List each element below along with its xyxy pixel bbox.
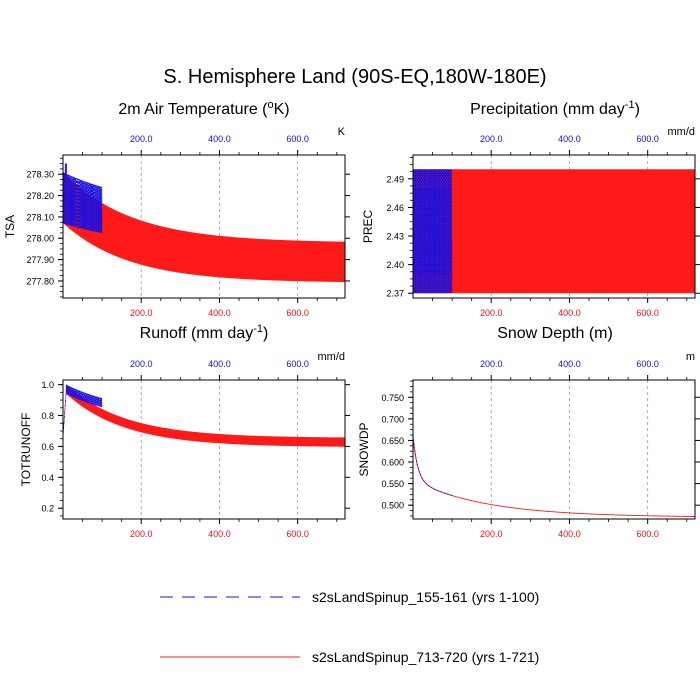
y-tick-label: 0.650 [381, 436, 404, 446]
x-tick-label-top: 200.0 [130, 359, 153, 369]
x-tick-label-top: 200.0 [480, 134, 503, 144]
panel-title-main: 2m Air Temperature ( [118, 101, 268, 118]
series-line-blue [413, 169, 453, 294]
plot-frame [412, 379, 696, 520]
panel-title-sup: o [267, 99, 273, 111]
x-tick-label-top: 400.0 [208, 134, 231, 144]
legend-label-blue: s2sLandSpinup_155-161 (yrs 1-100) [312, 589, 539, 605]
y-axis-label-prec: PREC [361, 209, 375, 243]
x-tick-label-top: 400.0 [558, 359, 581, 369]
units-label-snowdp: m [686, 351, 695, 363]
y-tick-label: 0.500 [381, 501, 404, 511]
panel-title-end: ) [263, 325, 268, 342]
panel-title-sup: -1 [253, 323, 263, 335]
y-tick-label: 2.43 [386, 232, 404, 242]
x-tick-label-top: 600.0 [636, 134, 659, 144]
series-line-red [63, 172, 345, 283]
panel-title-end: ) [635, 101, 640, 118]
y-tick-label: 0.550 [381, 479, 404, 489]
panel-title-main: Runoff (mm day [140, 325, 254, 342]
x-tick-label-bottom: 400.0 [208, 529, 231, 539]
x-tick-label-top: 600.0 [286, 134, 309, 144]
panel-title-tsa: 2m Air Temperature (oK) [118, 99, 289, 118]
x-tick-label-bottom: 200.0 [480, 308, 503, 318]
x-tick-label-top: 600.0 [286, 359, 309, 369]
series-group [63, 384, 345, 447]
x-tick-label-top: 400.0 [208, 359, 231, 369]
panel-tsa: 2m Air Temperature (oK) K TSA 277.80 277.90 2… [3, 99, 350, 318]
x-tick-label-bottom: 600.0 [286, 308, 309, 318]
series-line-blue [413, 436, 453, 497]
panel-runoff: Runoff (mm day-1) mm/d TOTRUNOFF 0.2 0.4 0.6 0… [19, 323, 350, 539]
plot-frame [62, 154, 346, 299]
panel-title-snowdp: Snow Depth (m) [497, 325, 613, 342]
series-line-blue [63, 384, 103, 435]
x-tick-label-bottom: 600.0 [636, 308, 659, 318]
legend: s2sLandSpinup_155-161 (yrs 1-100) s2sLan… [160, 589, 539, 665]
panel-prec: Precipitation (mm day-1) mm/d PREC 2.37 2.40… [361, 99, 700, 318]
series-group [63, 163, 345, 283]
panel-title-main: Snow Depth (m) [497, 325, 613, 342]
y-tick-label: 0.2 [41, 504, 54, 514]
series-line-blue [63, 163, 103, 234]
x-tick-label-bottom: 400.0 [558, 529, 581, 539]
units-label-tsa: K [338, 126, 346, 138]
x-tick-label-top: 400.0 [558, 134, 581, 144]
y-tick-label: 0.700 [381, 414, 404, 424]
units-label-prec: mm/d [668, 126, 696, 138]
y-tick-label: 2.37 [386, 289, 404, 299]
y-axis-label-tsa: TSA [3, 215, 17, 238]
panel-title-end: K) [274, 101, 290, 118]
x-tick-label-bottom: 400.0 [558, 308, 581, 318]
series-line-red [63, 384, 345, 447]
x-tick-label-bottom: 400.0 [208, 308, 231, 318]
y-axis-label-snowdp: SNOWDP [357, 423, 371, 477]
panel-title-runoff: Runoff (mm day-1) [140, 323, 269, 342]
x-tick-label-top: 200.0 [480, 359, 503, 369]
panel-title-sup: -1 [625, 99, 635, 111]
y-tick-label: 277.80 [26, 276, 54, 286]
y-tick-label: 278.30 [26, 170, 54, 180]
y-tick-label: 2.49 [386, 174, 404, 184]
x-tick-label-bottom: 600.0 [286, 529, 309, 539]
y-tick-label: 1.0 [41, 380, 54, 390]
panel-snowdp: Snow Depth (m) m SNOWDP 0.500 0.550 0.600 0.65… [357, 325, 700, 539]
series-line-red [413, 436, 695, 517]
panel-title-main: Precipitation (mm day [470, 101, 625, 118]
y-tick-label: 278.20 [26, 191, 54, 201]
x-tick-label-top: 600.0 [636, 359, 659, 369]
y-tick-label: 0.750 [381, 393, 404, 403]
y-tick-label: 2.46 [386, 203, 404, 213]
x-tick-label-bottom: 200.0 [480, 529, 503, 539]
units-label-runoff: mm/d [318, 351, 346, 363]
y-tick-label: 0.8 [41, 411, 54, 421]
y-axis-label-runoff: TOTRUNOFF [19, 413, 33, 487]
y-tick-label: 2.40 [386, 260, 404, 270]
y-tick-label: 0.6 [41, 442, 54, 452]
y-tick-label: 277.90 [26, 255, 54, 265]
x-tick-label-top: 200.0 [130, 134, 153, 144]
plot-frame [62, 379, 346, 520]
x-tick-label-bottom: 200.0 [130, 308, 153, 318]
plot-frame [412, 154, 696, 299]
y-tick-label: 278.00 [26, 234, 54, 244]
y-tick-label: 278.10 [26, 212, 54, 222]
series-group [413, 169, 695, 294]
legend-label-red: s2sLandSpinup_713-720 (yrs 1-721) [312, 649, 539, 665]
x-tick-label-bottom: 600.0 [636, 529, 659, 539]
x-tick-label-bottom: 200.0 [130, 529, 153, 539]
figure-title: S. Hemisphere Land (90S-EQ,180W-180E) [163, 66, 546, 88]
series-line-red [413, 169, 695, 294]
panel-title-prec: Precipitation (mm day-1) [470, 99, 640, 118]
y-tick-label: 0.4 [41, 473, 54, 483]
series-group [413, 436, 695, 517]
y-tick-label: 0.600 [381, 458, 404, 468]
